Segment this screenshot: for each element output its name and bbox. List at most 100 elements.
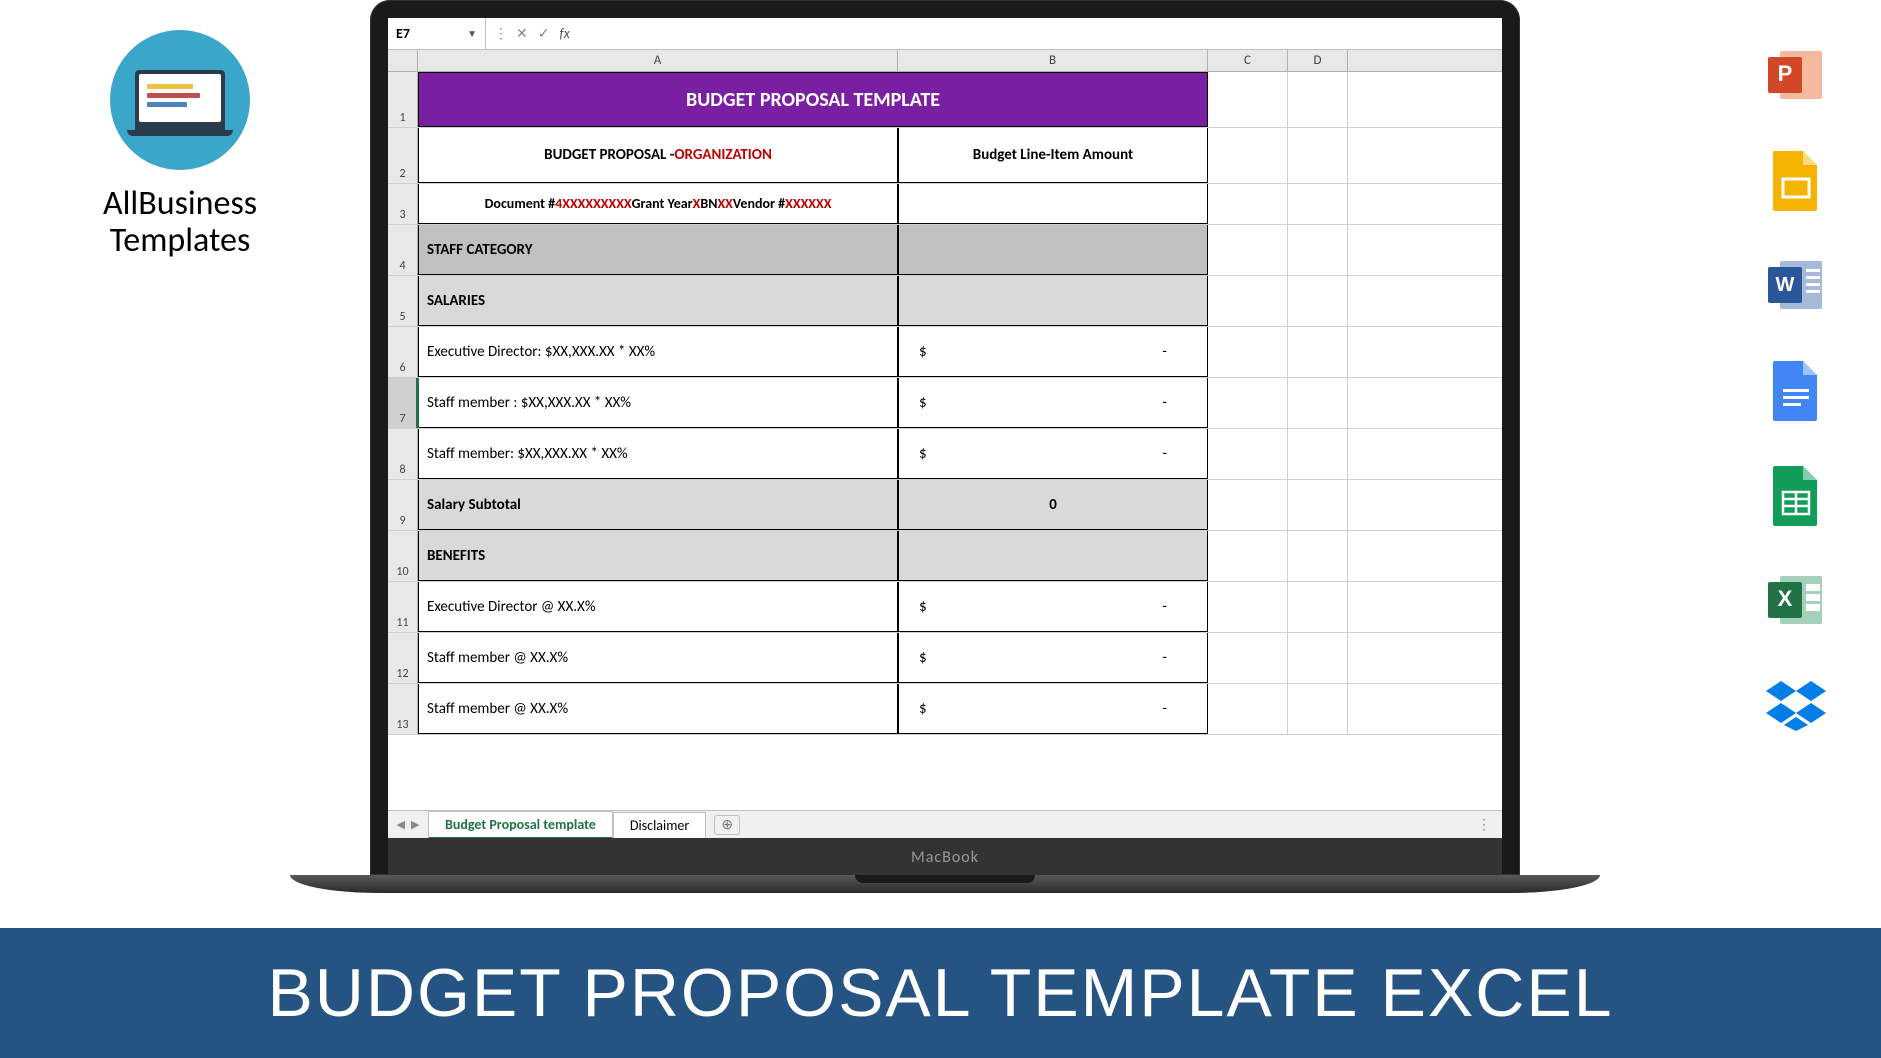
chevron-down-icon: ▼: [467, 27, 477, 40]
cell-a[interactable]: STAFF CATEGORY: [418, 225, 898, 275]
powerpoint-icon[interactable]: P: [1766, 45, 1826, 105]
tab-active[interactable]: Budget Proposal template: [428, 811, 613, 839]
row-header[interactable]: 8: [388, 429, 418, 479]
brand-logo: AllBusiness Templates: [60, 30, 300, 260]
cell-b[interactable]: $-: [898, 429, 1208, 479]
cell-a[interactable]: Executive Director @ XX.X%: [418, 582, 898, 632]
cell[interactable]: [1208, 582, 1288, 632]
cell[interactable]: [1208, 128, 1288, 183]
col-header-a[interactable]: A: [418, 50, 898, 71]
formula-bar: E7 ▼ ⋮ ✕ ✓ fx: [388, 18, 1502, 50]
cell-b[interactable]: [898, 225, 1208, 275]
cell[interactable]: [1208, 633, 1288, 683]
google-sheets-icon[interactable]: [1766, 465, 1826, 525]
brand-text-1: AllBusiness: [60, 185, 300, 222]
cell-b[interactable]: [898, 276, 1208, 326]
cell-a[interactable]: Staff member: $XX,XXX.XX * XX%: [418, 429, 898, 479]
column-headers: A B C D: [388, 50, 1502, 72]
app-icons-column: P W X: [1766, 45, 1826, 735]
cell-b[interactable]: $-: [898, 327, 1208, 377]
cell-a[interactable]: Executive Director: $XX,XXX.XX * XX%: [418, 327, 898, 377]
cell-a[interactable]: Staff member : $XX,XXX.XX * XX%: [418, 378, 898, 428]
row-header[interactable]: 2: [388, 128, 418, 183]
fx-icon[interactable]: fx: [559, 25, 569, 42]
excel-icon[interactable]: X: [1766, 570, 1826, 630]
cell[interactable]: [1208, 531, 1288, 581]
cell[interactable]: [1288, 429, 1348, 479]
cell[interactable]: [1208, 684, 1288, 734]
cell[interactable]: [1288, 480, 1348, 530]
cell[interactable]: [1288, 633, 1348, 683]
cell[interactable]: [1288, 276, 1348, 326]
cell[interactable]: [1208, 72, 1288, 127]
row-header[interactable]: 9: [388, 480, 418, 530]
cancel-icon[interactable]: ✕: [516, 25, 528, 42]
cell[interactable]: [1288, 327, 1348, 377]
cell[interactable]: [1288, 128, 1348, 183]
dots-icon: ⋮: [494, 25, 506, 42]
cell-b[interactable]: 0: [898, 480, 1208, 530]
row-header[interactable]: 5: [388, 276, 418, 326]
cell[interactable]: [1288, 582, 1348, 632]
word-icon[interactable]: W: [1766, 255, 1826, 315]
row-header[interactable]: 11: [388, 582, 418, 632]
row-header[interactable]: 13: [388, 684, 418, 734]
cell[interactable]: [1208, 327, 1288, 377]
cell[interactable]: [1208, 378, 1288, 428]
cell[interactable]: [1288, 378, 1348, 428]
col-header-d[interactable]: D: [1288, 50, 1348, 71]
tab-options-icon[interactable]: ⋮: [1467, 816, 1502, 833]
cell[interactable]: [1288, 184, 1348, 224]
tab-disclaimer[interactable]: Disclaimer: [613, 812, 706, 838]
title-cell[interactable]: BUDGET PROPOSAL TEMPLATE: [418, 72, 1208, 127]
cell[interactable]: [1208, 480, 1288, 530]
row-header[interactable]: 3: [388, 184, 418, 224]
docline-cell[interactable]: Document # 4XXXXXXXXX Grant Year X BNXX …: [418, 184, 898, 224]
cell-b[interactable]: $-: [898, 378, 1208, 428]
tab-nav[interactable]: ◀▶: [388, 818, 428, 831]
svg-text:P: P: [1778, 61, 1793, 86]
row-header[interactable]: 12: [388, 633, 418, 683]
cell[interactable]: [1208, 184, 1288, 224]
cell[interactable]: [1288, 72, 1348, 127]
cell[interactable]: [1288, 684, 1348, 734]
cell-b[interactable]: [898, 531, 1208, 581]
cell-a[interactable]: Salary Subtotal: [418, 480, 898, 530]
cell-a[interactable]: Staff member @ XX.X%: [418, 633, 898, 683]
brand-text-2: Templates: [60, 222, 300, 259]
cell-a[interactable]: SALARIES: [418, 276, 898, 326]
row-header[interactable]: 4: [388, 225, 418, 275]
name-box[interactable]: E7 ▼: [388, 18, 486, 49]
cell[interactable]: [1288, 225, 1348, 275]
cell-b[interactable]: $-: [898, 582, 1208, 632]
cell-a[interactable]: Staff member @ XX.X%: [418, 684, 898, 734]
row-header[interactable]: 10: [388, 531, 418, 581]
cell[interactable]: [1288, 531, 1348, 581]
cell[interactable]: [1208, 429, 1288, 479]
cell[interactable]: [1208, 225, 1288, 275]
add-sheet-button[interactable]: ⊕: [714, 815, 740, 835]
cell-b[interactable]: $-: [898, 684, 1208, 734]
row-header[interactable]: 1: [388, 72, 418, 127]
cell-b[interactable]: $-: [898, 633, 1208, 683]
amount-header-cell[interactable]: Budget Line-Item Amount: [898, 128, 1208, 183]
name-box-value: E7: [396, 25, 410, 42]
row-header[interactable]: 6: [388, 327, 418, 377]
cell-a[interactable]: BENEFITS: [418, 531, 898, 581]
dropbox-icon[interactable]: [1766, 675, 1826, 735]
sheet-tabs: ◀▶ Budget Proposal template Disclaimer ⊕…: [388, 810, 1502, 838]
enter-icon[interactable]: ✓: [538, 25, 550, 42]
google-slides-icon[interactable]: [1766, 150, 1826, 210]
spreadsheet-grid[interactable]: 1 BUDGET PROPOSAL TEMPLATE 2 BUDGET PROP…: [388, 72, 1502, 735]
macbook-mockup: E7 ▼ ⋮ ✕ ✓ fx A B C D 1: [370, 0, 1520, 893]
google-docs-icon[interactable]: [1766, 360, 1826, 420]
cell[interactable]: [1208, 276, 1288, 326]
row-header[interactable]: 7: [388, 378, 418, 428]
svg-text:W: W: [1776, 274, 1795, 296]
subtitle-cell[interactable]: BUDGET PROPOSAL - ORGANIZATION: [418, 128, 898, 183]
page-title-banner: BUDGET PROPOSAL TEMPLATE EXCEL: [0, 928, 1881, 1058]
col-header-c[interactable]: C: [1208, 50, 1288, 71]
cell[interactable]: [898, 184, 1208, 224]
svg-text:X: X: [1778, 586, 1793, 611]
col-header-b[interactable]: B: [898, 50, 1208, 71]
